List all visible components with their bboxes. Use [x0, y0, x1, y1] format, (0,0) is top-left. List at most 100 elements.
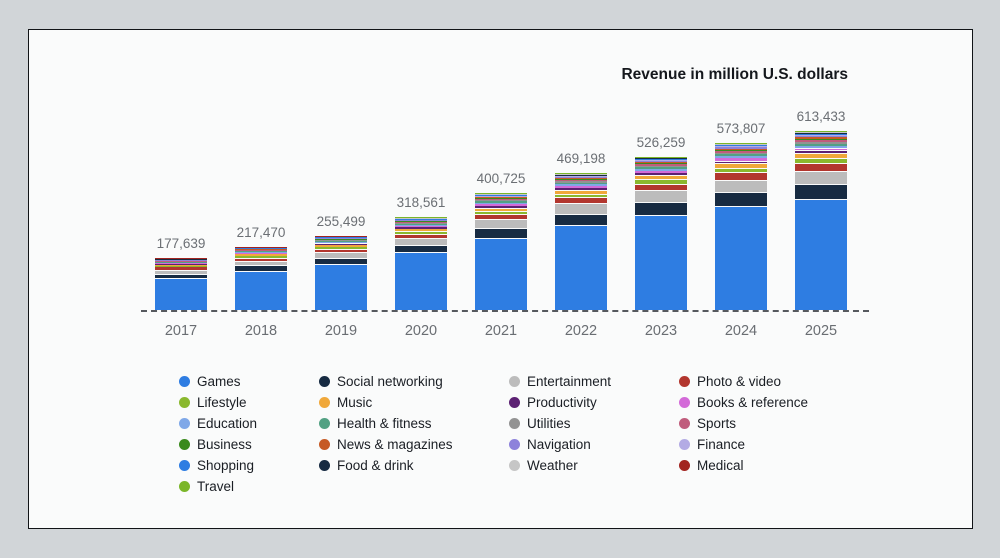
bar-segment-photo-video-2025[interactable] — [795, 162, 847, 171]
bar-segment-books-reference-2024[interactable] — [715, 158, 767, 161]
bar-segment-finance-2022[interactable] — [555, 176, 607, 178]
bar-segment-health-fitness-2024[interactable] — [715, 154, 767, 157]
bar-segment-sports-2021[interactable] — [475, 199, 527, 201]
bar-segment-lifestyle-2020[interactable] — [395, 230, 447, 234]
bar-segment-games-2018[interactable] — [235, 270, 287, 310]
bar-segment-finance-2019[interactable] — [315, 237, 367, 238]
bar-segment-food-drink-2022[interactable] — [555, 174, 607, 176]
bar-segment-photo-video-2022[interactable] — [555, 197, 607, 204]
bar-segment-sports-2019[interactable] — [315, 239, 367, 240]
bar-segment-games-2019[interactable] — [315, 263, 367, 310]
bar-segment-sports-2024[interactable] — [715, 151, 767, 153]
bar-segment-news-magazines-2021[interactable] — [475, 197, 527, 199]
bar-segment-utilities-2022[interactable] — [555, 181, 607, 183]
bar-segment-social-networking-2020[interactable] — [395, 244, 447, 253]
bar-segment-games-2020[interactable] — [395, 252, 447, 310]
bar-segment-health-fitness-2025[interactable] — [795, 143, 847, 146]
bar-segment-education-2023[interactable] — [635, 169, 687, 171]
bar-segment-business-2023[interactable] — [635, 163, 687, 165]
bar-segment-lifestyle-2019[interactable] — [315, 246, 367, 249]
bar-segment-education-2019[interactable] — [315, 241, 367, 243]
bar-segment-sports-2018[interactable] — [235, 249, 287, 251]
bar-segment-music-2024[interactable] — [715, 163, 767, 168]
bar-segment-shopping-2021[interactable] — [475, 194, 527, 196]
bar-segment-finance-2024[interactable] — [715, 146, 767, 148]
bar-segment-utilities-2021[interactable] — [475, 200, 527, 202]
bar-segment-productivity-2017[interactable] — [155, 263, 207, 265]
bar-segment-entertainment-2021[interactable] — [475, 218, 527, 228]
bar-segment-social-networking-2021[interactable] — [475, 227, 527, 238]
bar-segment-shopping-2025[interactable] — [795, 133, 847, 135]
bar-segment-health-fitness-2021[interactable] — [475, 201, 527, 203]
bar-segment-photo-video-2017[interactable] — [155, 267, 207, 270]
bar-segment-finance-2025[interactable] — [795, 134, 847, 137]
bar-segment-utilities-2018[interactable] — [235, 250, 287, 252]
bar-segment-entertainment-2019[interactable] — [315, 251, 367, 258]
bar-segment-medical-2022[interactable] — [555, 173, 607, 174]
bar-segment-health-fitness-2022[interactable] — [555, 182, 607, 185]
bar-segment-food-drink-2021[interactable] — [475, 194, 527, 195]
bar-segment-books-reference-2020[interactable] — [395, 225, 447, 228]
bar-segment-games-2024[interactable] — [715, 206, 767, 310]
bar-segment-education-2018[interactable] — [235, 251, 287, 253]
bar-segment-weather-2022[interactable] — [555, 173, 607, 175]
bar-segment-health-fitness-2018[interactable] — [235, 251, 287, 252]
bar-segment-weather-2024[interactable] — [715, 143, 767, 145]
bar-segment-health-fitness-2019[interactable] — [315, 240, 367, 242]
bar-segment-entertainment-2017[interactable] — [155, 269, 207, 274]
bar-segment-lifestyle-2022[interactable] — [555, 193, 607, 198]
bar-segment-finance-2023[interactable] — [635, 159, 687, 161]
bar-segment-music-2021[interactable] — [475, 207, 527, 211]
bar-segment-navigation-2021[interactable] — [475, 196, 527, 198]
bar-segment-news-magazines-2022[interactable] — [555, 178, 607, 180]
bar-2018[interactable] — [235, 246, 287, 310]
bar-segment-business-2020[interactable] — [395, 221, 447, 222]
bar-segment-lifestyle-2018[interactable] — [235, 256, 287, 258]
bar-segment-shopping-2022[interactable] — [555, 175, 607, 177]
bar-segment-sports-2023[interactable] — [635, 164, 687, 166]
bar-segment-social-networking-2022[interactable] — [555, 213, 607, 226]
bar-segment-books-reference-2017[interactable] — [155, 263, 207, 264]
bar-segment-education-2017[interactable] — [155, 262, 207, 264]
bar-segment-productivity-2022[interactable] — [555, 187, 607, 191]
bar-segment-social-networking-2019[interactable] — [315, 257, 367, 264]
bar-segment-music-2023[interactable] — [635, 175, 687, 180]
bar-segment-utilities-2019[interactable] — [315, 240, 367, 241]
bar-segment-shopping-2020[interactable] — [395, 218, 447, 220]
bar-segment-social-networking-2023[interactable] — [635, 202, 687, 215]
bar-segment-music-2020[interactable] — [395, 228, 447, 231]
bar-segment-social-networking-2025[interactable] — [795, 184, 847, 200]
bar-segment-productivity-2023[interactable] — [635, 173, 687, 176]
bar-segment-food-drink-2023[interactable] — [635, 158, 687, 159]
bar-segment-news-magazines-2019[interactable] — [315, 238, 367, 239]
bar-segment-health-fitness-2017[interactable] — [155, 261, 207, 263]
bar-segment-games-2021[interactable] — [475, 237, 527, 310]
bar-segment-photo-video-2020[interactable] — [395, 233, 447, 238]
bar-segment-productivity-2020[interactable] — [395, 227, 447, 229]
bar-segment-productivity-2019[interactable] — [315, 243, 367, 245]
bar-segment-music-2017[interactable] — [155, 264, 207, 266]
bar-segment-entertainment-2022[interactable] — [555, 203, 607, 214]
bar-segment-books-reference-2019[interactable] — [315, 242, 367, 244]
bar-segment-lifestyle-2024[interactable] — [715, 167, 767, 173]
bar-segment-business-2025[interactable] — [795, 138, 847, 141]
bar-segment-photo-video-2018[interactable] — [235, 257, 287, 261]
bar-segment-books-reference-2025[interactable] — [795, 147, 847, 151]
bar-2024[interactable] — [715, 142, 767, 310]
bar-segment-education-2025[interactable] — [795, 145, 847, 148]
bar-segment-navigation-2020[interactable] — [395, 219, 447, 221]
bar-segment-news-magazines-2024[interactable] — [715, 148, 767, 150]
bar-segment-business-2019[interactable] — [315, 238, 367, 240]
bar-segment-social-networking-2017[interactable] — [155, 273, 207, 278]
bar-segment-lifestyle-2025[interactable] — [795, 157, 847, 163]
bar-segment-music-2019[interactable] — [315, 244, 367, 247]
bar-2017[interactable] — [155, 258, 207, 310]
bar-segment-social-networking-2024[interactable] — [715, 192, 767, 207]
bar-segment-social-networking-2018[interactable] — [235, 265, 287, 271]
bar-segment-shopping-2024[interactable] — [715, 145, 767, 147]
bar-segment-photo-video-2019[interactable] — [315, 248, 367, 252]
bar-segment-news-magazines-2020[interactable] — [395, 220, 447, 222]
bar-segment-food-drink-2025[interactable] — [795, 132, 847, 134]
bar-2020[interactable] — [395, 217, 447, 310]
bar-segment-photo-video-2023[interactable] — [635, 183, 687, 191]
